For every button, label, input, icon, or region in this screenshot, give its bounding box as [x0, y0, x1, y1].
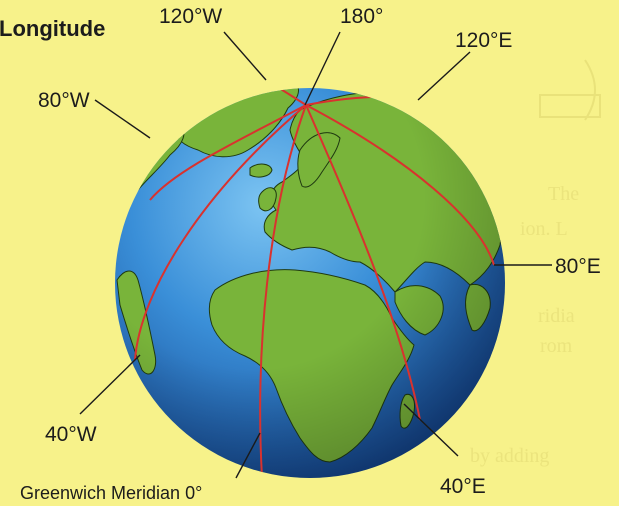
meridian-40e	[305, 104, 421, 421]
svg-text:by adding: by adding	[470, 445, 549, 467]
leader-180	[304, 31, 341, 106]
svg-text:ridia: ridia	[538, 305, 575, 327]
meridian-40w	[134, 104, 307, 361]
leader-40w	[79, 354, 141, 415]
leader-80w	[94, 99, 151, 139]
meridian-80w	[149, 104, 307, 201]
label-80w: 80°W	[38, 89, 90, 112]
label-40e: 40°E	[440, 475, 486, 498]
label-greenwich-meridian: Greenwich Meridian 0°	[20, 483, 202, 503]
svg-text:The: The	[548, 183, 579, 205]
label-120w: 120°W	[159, 5, 222, 28]
leader-120e	[417, 51, 471, 101]
label-120e: 120°E	[455, 29, 512, 52]
meridian-lines	[134, 88, 495, 478]
globe	[115, 88, 505, 478]
leader-120w	[223, 31, 267, 81]
leader-greenwich	[235, 432, 261, 479]
leader-lines	[79, 31, 552, 479]
globe-shading	[115, 88, 505, 478]
background-page-texture: The ion. L ridia rom by adding	[470, 59, 601, 467]
diagram-title: Longitude	[0, 16, 105, 41]
meridian-80e	[305, 104, 495, 266]
label-180: 180°	[340, 5, 383, 28]
meridian-120w	[261, 88, 307, 106]
leader-40e	[403, 403, 459, 457]
label-80e: 80°E	[555, 255, 601, 278]
svg-text:ion. L: ion. L	[520, 218, 568, 240]
svg-text:rom: rom	[540, 335, 573, 357]
meridian-greenwich	[259, 104, 307, 478]
label-40w: 40°W	[45, 423, 97, 446]
